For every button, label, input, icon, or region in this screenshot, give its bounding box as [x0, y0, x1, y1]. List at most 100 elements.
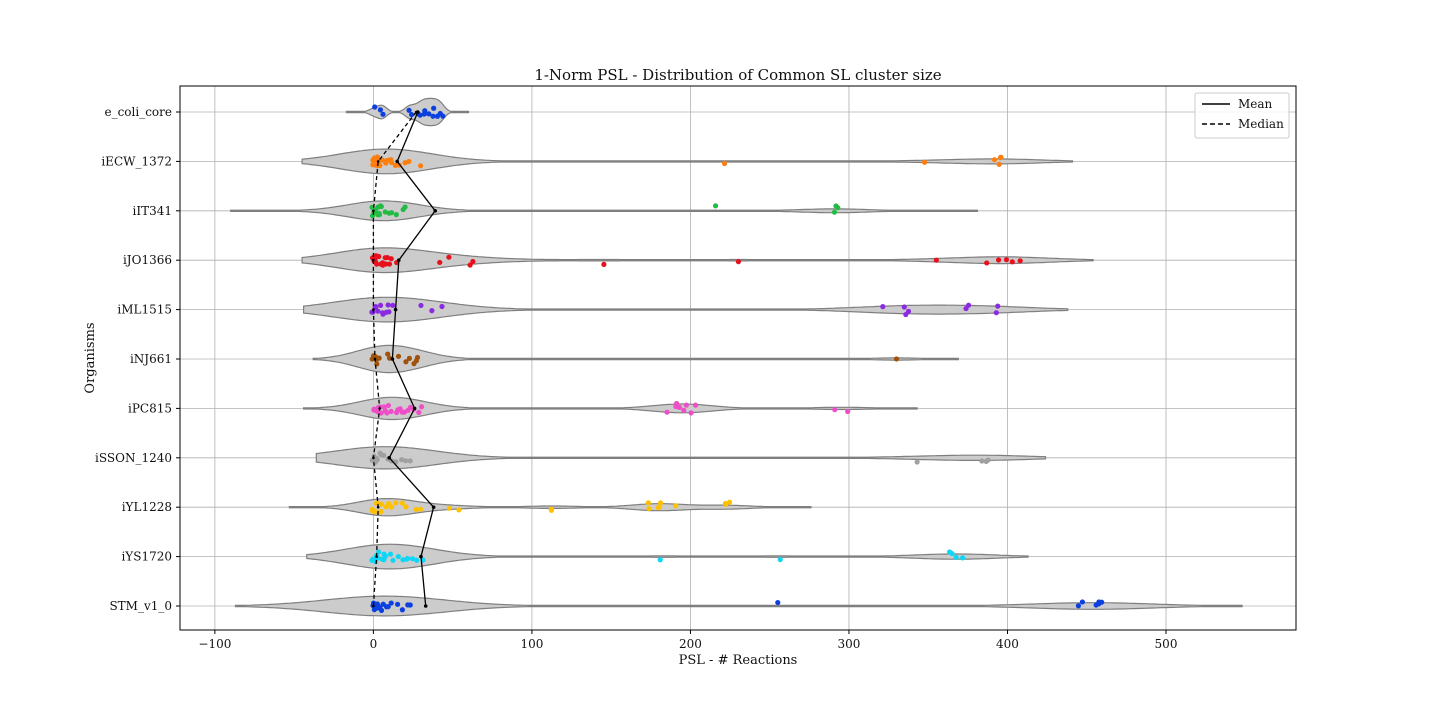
data-point	[372, 509, 378, 515]
data-point	[933, 257, 939, 263]
data-point	[645, 500, 651, 506]
data-point	[914, 459, 920, 465]
y-tick-label: iIT341	[133, 204, 173, 218]
data-point	[880, 304, 886, 310]
data-point	[683, 402, 689, 408]
y-tick-label: iJO1366	[123, 253, 172, 267]
data-point	[831, 209, 838, 215]
data-point	[991, 157, 998, 163]
legend-mean-label: Mean	[1238, 97, 1273, 111]
data-point	[735, 259, 742, 265]
data-point	[418, 302, 424, 309]
mean-marker	[395, 159, 399, 164]
data-point	[1003, 257, 1010, 263]
violin-iJO1366	[301, 247, 1094, 274]
data-point	[372, 104, 378, 110]
data-point	[403, 359, 409, 365]
data-point	[996, 161, 1002, 167]
mean-marker	[419, 554, 423, 559]
data-point	[374, 500, 380, 506]
x-tick-label: 400	[996, 637, 1019, 651]
data-point	[893, 356, 900, 362]
data-point	[775, 599, 781, 606]
data-point	[406, 355, 412, 361]
data-point	[395, 601, 401, 607]
data-point	[374, 456, 380, 462]
y-tick-label: STM_v1_0	[109, 599, 172, 613]
data-point	[382, 553, 389, 559]
data-point	[688, 410, 694, 416]
data-point	[921, 159, 928, 165]
data-point	[998, 154, 1004, 160]
median-marker	[372, 258, 375, 262]
data-point	[408, 111, 415, 118]
data-point	[1099, 599, 1105, 605]
median-marker	[375, 555, 378, 558]
data-point	[370, 162, 376, 168]
data-point	[376, 253, 382, 260]
median-marker	[372, 308, 375, 311]
y-axis-label: Organisms	[83, 322, 98, 393]
data-point	[376, 549, 382, 555]
data-point	[905, 308, 912, 314]
data-point	[960, 555, 966, 561]
data-point	[383, 261, 389, 267]
x-tick-label: 300	[838, 637, 861, 651]
violin-iNJ661	[312, 344, 959, 374]
data-point	[409, 556, 416, 562]
y-tick-label: iNJ661	[130, 352, 172, 366]
data-point	[467, 262, 473, 268]
data-point	[395, 353, 402, 359]
data-point	[1079, 599, 1086, 605]
data-point	[384, 410, 390, 416]
data-point	[722, 500, 729, 507]
data-point	[385, 302, 391, 308]
data-point	[393, 212, 399, 218]
data-point	[376, 355, 382, 361]
data-point	[390, 557, 396, 563]
data-point	[673, 400, 680, 407]
data-point	[832, 407, 838, 413]
data-point	[376, 210, 382, 217]
data-point	[403, 504, 409, 510]
data-point	[402, 204, 408, 210]
data-point	[456, 507, 462, 513]
data-point	[1075, 603, 1082, 609]
median-marker	[376, 505, 380, 509]
x-tick-label: 500	[1155, 637, 1178, 651]
data-point	[721, 160, 728, 167]
data-point	[404, 555, 411, 562]
median-marker	[378, 407, 382, 410]
violins	[230, 97, 1243, 617]
data-point	[835, 205, 841, 211]
data-point	[407, 458, 413, 464]
y-tick-label: iECW_1372	[101, 154, 172, 168]
violin-iPC815	[303, 396, 918, 421]
median-marker	[372, 604, 375, 608]
data-point	[949, 550, 955, 557]
data-point	[378, 509, 384, 515]
violin-iYS1720	[306, 543, 1029, 570]
data-point	[388, 159, 395, 166]
data-point	[657, 500, 664, 506]
data-point	[414, 557, 420, 563]
mean-marker	[393, 307, 398, 312]
y-tick-label: iPC815	[128, 401, 172, 415]
mean-marker	[412, 406, 417, 411]
data-point	[664, 409, 670, 415]
data-point	[417, 506, 424, 512]
data-point	[777, 556, 783, 563]
violin-iSSON_1240	[315, 446, 1047, 470]
data-point	[984, 260, 990, 266]
data-point	[388, 256, 394, 262]
legend-median-label: Median	[1238, 117, 1284, 131]
data-point	[386, 261, 393, 267]
data-point	[386, 309, 392, 315]
data-point	[382, 209, 388, 215]
x-tick-label: −100	[198, 637, 231, 651]
plot-frame	[179, 85, 1297, 631]
data-point	[395, 553, 401, 560]
data-point	[390, 302, 396, 309]
violin-iIT341	[230, 200, 978, 222]
